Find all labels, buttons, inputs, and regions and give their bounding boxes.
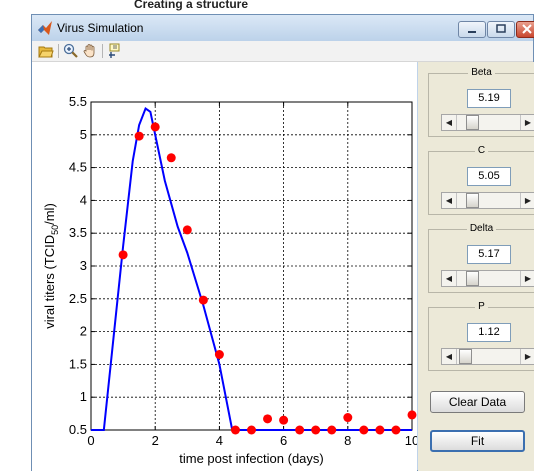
x-tick-label: 8: [344, 433, 351, 448]
y-tick-label: 5.5: [69, 94, 87, 109]
title-bar[interactable]: Virus Simulation: [32, 15, 534, 41]
data-point: [327, 425, 337, 435]
viral-titer-chart: 0 2 4 6 8 10 0.5 1 1.5 2 2.5 3 3.5 4 4.5 5 5.5 time post …: [42, 94, 419, 466]
maximize-button[interactable]: [487, 21, 515, 38]
data-point: [150, 122, 160, 132]
c-label: C: [474, 145, 489, 156]
data-point: [311, 425, 321, 435]
y-tick-label: 2: [80, 324, 87, 339]
y-tick-label: 1: [80, 389, 87, 404]
beta-slider[interactable]: ◀ ▶: [441, 114, 534, 131]
data-point: [166, 153, 176, 163]
background-window-title: Creating a structure: [0, 0, 534, 14]
y-tick-label: 3.5: [69, 225, 87, 240]
p-label: P: [475, 301, 488, 312]
y-tick-label: 4.5: [69, 160, 87, 175]
data-cursor-icon[interactable]: [107, 43, 123, 59]
p-slider-thumb[interactable]: [458, 349, 472, 364]
delta-slider-thumb[interactable]: [466, 271, 480, 286]
clear-data-button[interactable]: Clear Data: [430, 391, 525, 413]
minimize-icon: [468, 31, 476, 33]
x-tick-label: 6: [280, 433, 287, 448]
delta-slider[interactable]: ◀ ▶: [441, 270, 534, 287]
beta-slider-thumb[interactable]: [466, 115, 480, 130]
zoom-in-icon[interactable]: [63, 43, 79, 59]
model-fit-line: [91, 107, 412, 431]
x-tick-label: 0: [87, 433, 94, 448]
slider-right-arrow-icon[interactable]: ▶: [520, 349, 534, 364]
slider-right-arrow-icon[interactable]: ▶: [520, 193, 534, 208]
beta-value-field[interactable]: 5.19: [467, 89, 511, 108]
delta-group: Delta 5.17 ◀ ▶: [428, 223, 534, 293]
p-value-field[interactable]: 1.12: [467, 323, 511, 342]
close-icon: [522, 24, 532, 34]
data-point: [118, 250, 128, 260]
y-tick-label: 5: [80, 127, 87, 142]
y-tick-label: 2.5: [69, 291, 87, 306]
slider-left-arrow-icon[interactable]: ◀: [442, 349, 457, 364]
data-point: [407, 410, 417, 420]
toolbar-separator: [58, 44, 59, 58]
data-point: [230, 425, 240, 435]
data-point: [263, 414, 273, 424]
plot-area: 0 2 4 6 8 10 0.5 1 1.5 2 2.5 3 3.5 4 4.5 5 5.5 time post …: [32, 62, 419, 471]
control-panel: Beta 5.19 ◀ ▶ C 5.05 ◀ ▶ Delta 5.17 ◀ ▶: [418, 62, 534, 471]
c-value-field[interactable]: 5.05: [467, 167, 511, 186]
y-tick-label: 1.5: [69, 356, 87, 371]
virus-simulation-window: Virus Simulation 0: [31, 14, 534, 471]
open-folder-icon[interactable]: [38, 43, 54, 59]
beta-label: Beta: [468, 67, 495, 78]
delta-value-field[interactable]: 5.17: [467, 245, 511, 264]
matlab-logo-icon: [38, 21, 52, 35]
y-axis-label: viral titers (TCID50/ml): [42, 203, 60, 329]
slider-left-arrow-icon[interactable]: ◀: [442, 271, 457, 286]
data-point: [295, 425, 305, 435]
p-slider[interactable]: ◀ ▶: [441, 348, 534, 365]
window-title: Virus Simulation: [57, 21, 144, 35]
slider-left-arrow-icon[interactable]: ◀: [442, 193, 457, 208]
data-point: [182, 225, 192, 235]
maximize-icon: [496, 24, 506, 33]
x-tick-label: 10: [405, 433, 417, 448]
data-point: [375, 425, 385, 435]
slider-right-arrow-icon[interactable]: ▶: [520, 115, 534, 130]
data-point: [359, 425, 369, 435]
x-axis-label: time post infection (days): [179, 451, 324, 466]
data-point: [214, 350, 224, 360]
y-tick-label: 4: [80, 192, 87, 207]
background-title-text: Creating a structure: [134, 0, 249, 11]
toolbar-separator: [102, 44, 103, 58]
slider-left-arrow-icon[interactable]: ◀: [442, 115, 457, 130]
x-tick-label: 4: [216, 433, 223, 448]
fit-button[interactable]: Fit: [430, 430, 525, 452]
data-point: [198, 295, 208, 305]
y-tick-label: 3: [80, 258, 87, 273]
minimize-button[interactable]: [458, 21, 486, 38]
data-point: [247, 425, 256, 435]
x-tick-label: 2: [152, 433, 159, 448]
close-button[interactable]: [516, 21, 534, 38]
toolbar: [32, 41, 533, 62]
pan-hand-icon[interactable]: [82, 43, 98, 59]
beta-group: Beta 5.19 ◀ ▶: [428, 67, 534, 137]
p-group: P 1.12 ◀ ▶: [428, 301, 534, 371]
c-slider[interactable]: ◀ ▶: [441, 192, 534, 209]
delta-label: Delta: [466, 223, 497, 234]
y-tick-label: 0.5: [69, 422, 87, 437]
data-point: [343, 413, 353, 423]
c-slider-thumb[interactable]: [466, 193, 480, 208]
c-group: C 5.05 ◀ ▶: [428, 145, 534, 215]
data-point: [279, 415, 289, 425]
slider-right-arrow-icon[interactable]: ▶: [520, 271, 534, 286]
data-point: [134, 131, 144, 141]
data-point: [391, 425, 401, 435]
